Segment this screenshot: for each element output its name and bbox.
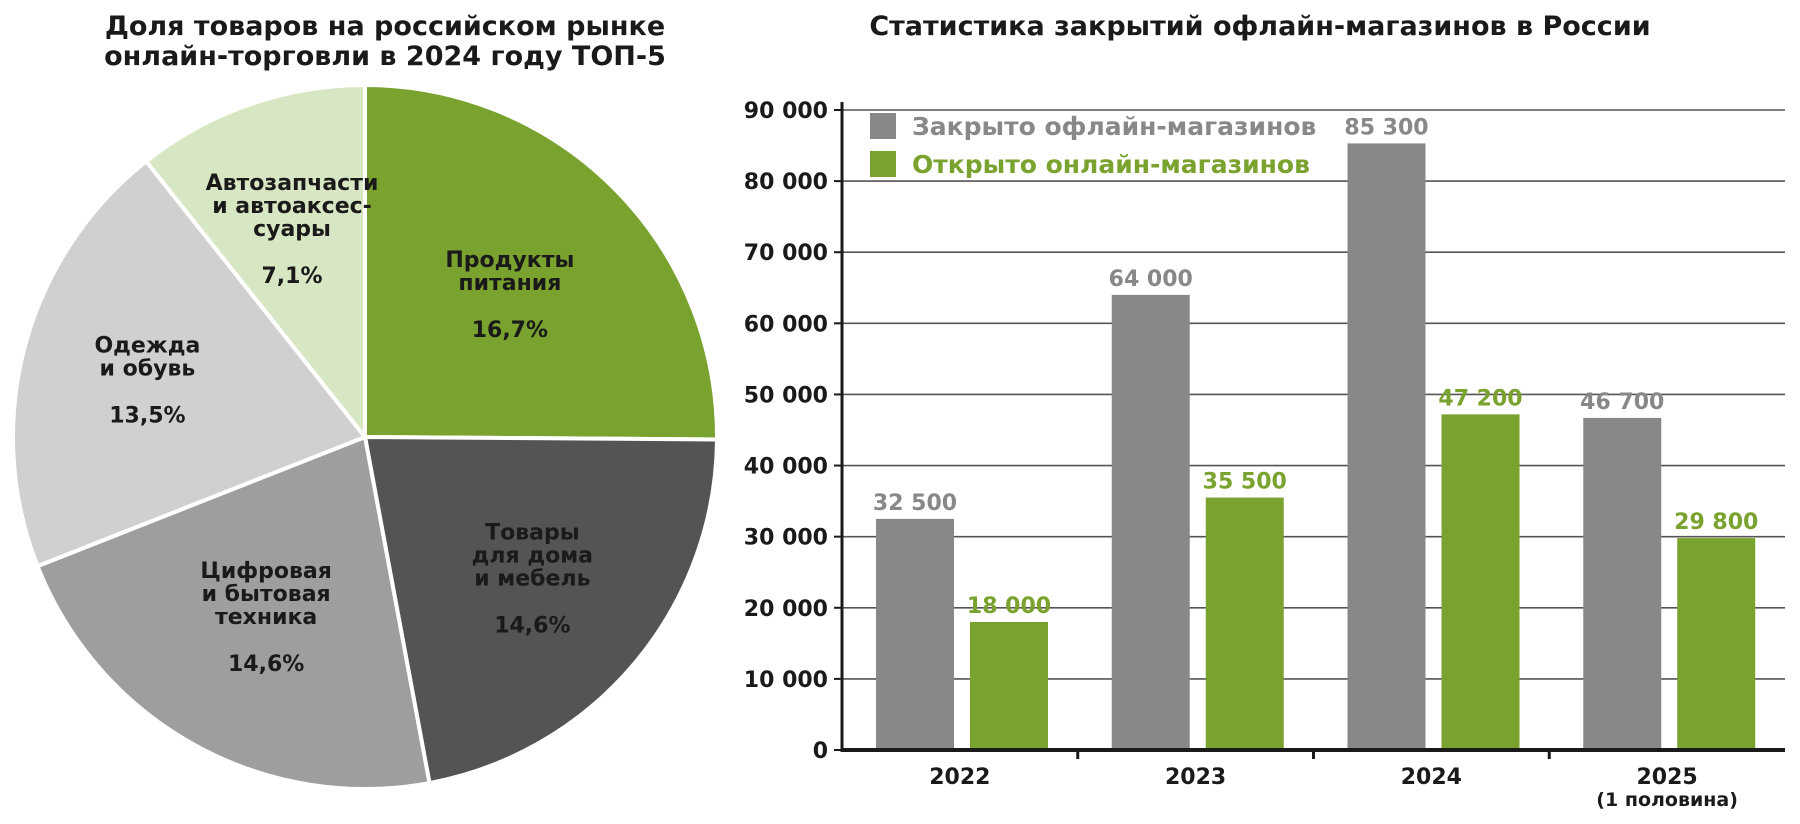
bar-closed-offline — [1583, 417, 1662, 750]
y-tick-label: 40 000 — [744, 455, 828, 480]
bar-value-label: 29 800 — [1674, 510, 1758, 535]
pie-slice-label: Продукты — [445, 248, 574, 273]
bar-opened-online — [1205, 497, 1284, 750]
pie-slice-label: и бытовая — [202, 582, 331, 607]
bar-value-label: 47 200 — [1438, 386, 1522, 411]
bar-value-label: 46 700 — [1580, 390, 1664, 415]
pie-slice-label: и мебель — [474, 567, 590, 592]
y-tick-label: 10 000 — [744, 668, 828, 693]
bar-closed-offline — [1347, 143, 1426, 750]
y-tick-label: 80 000 — [744, 170, 828, 195]
bar-opened-online — [970, 622, 1048, 750]
pie-title-line-1: Доля товаров на российском рынке — [104, 11, 666, 42]
y-tick-label: 0 — [813, 739, 828, 764]
pie-slice-label: Товары — [485, 521, 580, 546]
y-tick-label: 50 000 — [744, 383, 828, 408]
pie-slice-label: Одежда — [94, 334, 200, 359]
pie-slice-label: суары — [253, 217, 331, 242]
pie-chart-title: Доля товаров на российском рынке онлайн-… — [0, 12, 770, 72]
y-tick-label: 20 000 — [744, 597, 828, 622]
pie-slice — [143, 82, 367, 443]
bar-closed-offline — [876, 518, 954, 750]
pie-slice-value: 16,7% — [472, 318, 548, 343]
x-category-label: 2024 — [1401, 765, 1462, 790]
pie-slice-label: и обувь — [100, 357, 196, 382]
x-category-label: 2025 — [1637, 765, 1698, 790]
pie-slice-value: 14,6% — [494, 614, 570, 639]
bar-value-label: 35 500 — [1203, 470, 1287, 495]
bar-opened-online — [1441, 414, 1520, 750]
x-category-label: 2023 — [1165, 765, 1226, 790]
bar-value-label: 32 500 — [873, 491, 957, 516]
pie-slice-label: и автоаксес- — [212, 194, 372, 219]
x-category-label: 2022 — [929, 765, 990, 790]
pie-slice-label: техника — [215, 605, 317, 630]
y-tick-label: 60 000 — [744, 312, 828, 337]
pie-slice-value: 14,6% — [228, 652, 304, 677]
bar-opened-online — [1677, 538, 1756, 750]
x-category-sublabel: (1 половина) — [1596, 789, 1738, 811]
legend-swatch — [870, 151, 896, 177]
pie-slice — [34, 434, 432, 791]
y-tick-label: 90 000 — [744, 99, 828, 124]
pie-slice-label: для дома — [472, 544, 593, 569]
bar-value-label: 18 000 — [967, 594, 1051, 619]
legend-label: Открыто онлайн-магазинов — [912, 150, 1310, 179]
pie-slice-value: 7,1% — [261, 264, 322, 289]
y-tick-label: 30 000 — [744, 526, 828, 551]
bar-closed-offline — [1111, 294, 1190, 750]
legend-swatch — [870, 113, 896, 139]
y-tick-label: 70 000 — [744, 241, 828, 266]
pie-slice-label: питания — [458, 271, 561, 296]
legend-label: Закрыто офлайн-магазинов — [912, 112, 1316, 141]
bar-value-label: 85 300 — [1344, 115, 1428, 140]
pie-slice — [11, 158, 369, 569]
bar-chart-title: Статистика закрытий офлайн-магазинов в Р… — [869, 11, 1651, 42]
pie-slice — [362, 434, 720, 786]
pie-title-line-2: онлайн-торговли в 2024 году ТОП-5 — [104, 41, 666, 72]
pie-slice — [363, 82, 719, 442]
pie-slice-label: Автозапчасти — [206, 171, 379, 196]
pie-slice-label: Цифровая — [200, 559, 331, 584]
bar-value-label: 64 000 — [1109, 267, 1193, 292]
pie-slice-value: 13,5% — [109, 404, 185, 429]
